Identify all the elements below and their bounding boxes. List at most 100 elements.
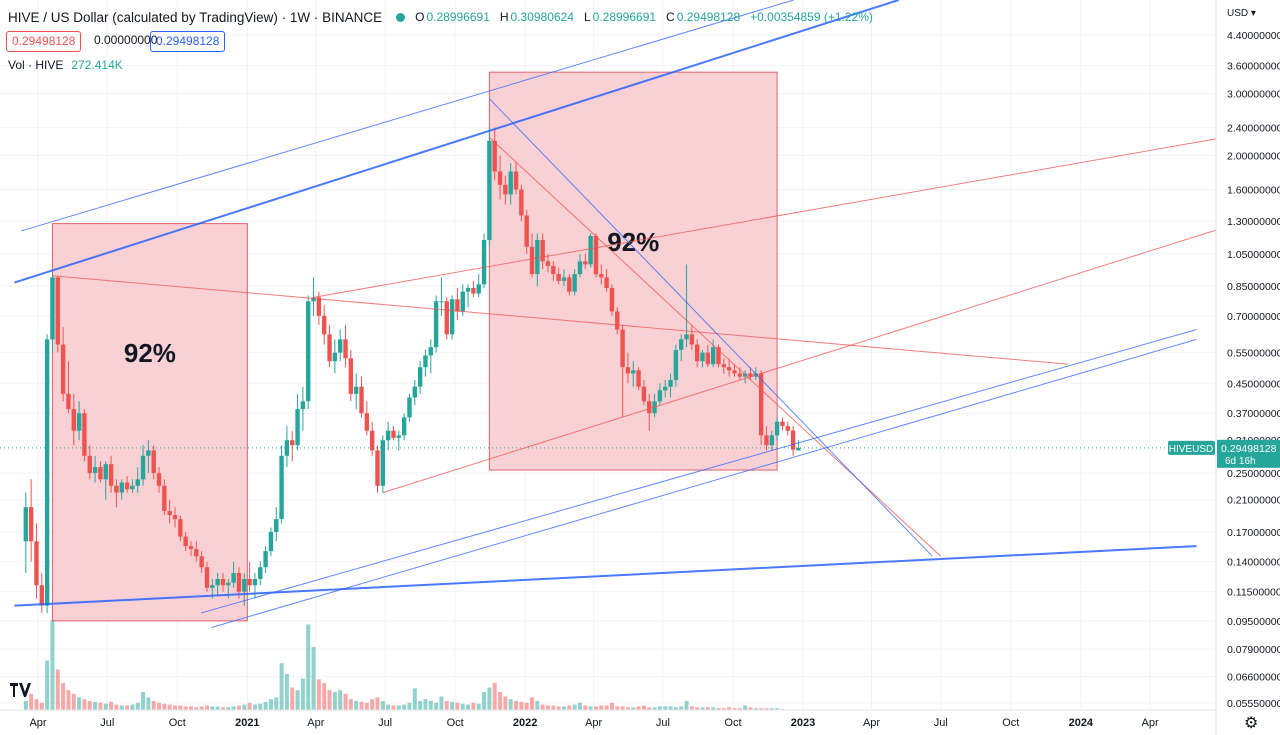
volume-legend[interactable]: Vol · HIVE 272.414K xyxy=(8,58,123,72)
volume-bar xyxy=(551,705,556,710)
volume-bar xyxy=(194,707,199,710)
volume-bar xyxy=(530,697,535,710)
volume-bar xyxy=(359,701,364,710)
y-tick-label: 2.00000000 xyxy=(1227,150,1280,162)
candle-body xyxy=(710,347,716,365)
price-axis[interactable]: USD ▾ 4.40000000 3.60000000 3.00000000 2.400… xyxy=(1215,0,1280,735)
volume-bar xyxy=(482,692,487,710)
volume-bar xyxy=(119,705,124,710)
volume-bar xyxy=(135,702,140,710)
volume-bar xyxy=(183,706,188,710)
candle-body xyxy=(604,277,609,288)
candle-body xyxy=(220,578,226,586)
candle-body xyxy=(428,347,433,356)
volume-bar xyxy=(295,690,300,710)
y-tick-label: 0.55000000 xyxy=(1227,348,1280,360)
volume-bar xyxy=(673,707,678,710)
volume-bar xyxy=(173,705,178,710)
volume-bar xyxy=(652,707,657,710)
trend-line xyxy=(14,545,1197,607)
volume-bar xyxy=(444,701,449,710)
symbol-title[interactable]: HIVE / US Dollar (calculated by TradingV… xyxy=(8,9,383,25)
volume-bar xyxy=(588,706,593,710)
candle-body xyxy=(412,386,417,398)
x-tick-label: 2024 xyxy=(1069,717,1094,729)
volume-bar xyxy=(423,699,428,710)
volume-bar xyxy=(753,708,758,710)
volume-bar xyxy=(519,701,524,710)
candle-body xyxy=(215,578,220,586)
candle-body xyxy=(55,277,60,345)
volume-bar xyxy=(583,705,588,710)
volume-bar xyxy=(87,701,92,710)
candle-body xyxy=(66,393,71,410)
volume-bar xyxy=(593,706,598,710)
y-tick-label: 0.07900000 xyxy=(1227,644,1280,656)
volume-bar xyxy=(61,683,66,710)
volume-bar xyxy=(199,706,204,710)
volume-bar xyxy=(375,697,380,710)
trend-line xyxy=(313,138,1217,298)
candle-body xyxy=(417,367,423,387)
candle-body xyxy=(204,567,210,588)
volume-bar xyxy=(178,705,183,710)
volume-bar xyxy=(684,701,689,710)
y-tick-label: 0.37000000 xyxy=(1227,408,1280,420)
volume-bar xyxy=(599,705,604,710)
candle-body xyxy=(380,440,386,486)
candle-body xyxy=(545,261,551,266)
y-tick-label: 2.40000000 xyxy=(1227,123,1280,135)
candle-body xyxy=(593,236,599,275)
candle-body xyxy=(343,339,348,359)
volume-bar xyxy=(546,705,550,710)
time-axis[interactable]: Apr Jul Oct 2021 Apr Jul Oct 2022 Apr Jul Oct 2023 A… xyxy=(0,709,1216,729)
settings-gear-icon[interactable]: ⚙ xyxy=(1244,715,1259,732)
x-tick-label: Jul xyxy=(934,717,948,729)
candle-body xyxy=(231,572,236,583)
volume-bar xyxy=(577,702,582,710)
sell-button[interactable]: 0.29498128 xyxy=(6,31,82,52)
trend-line xyxy=(211,338,1197,628)
candle-body xyxy=(721,364,727,368)
volume-bar xyxy=(471,702,476,710)
candle-body xyxy=(359,386,364,414)
volume-bar xyxy=(391,705,396,710)
volume-bar xyxy=(508,699,513,710)
candle-body xyxy=(487,140,492,240)
volume-bar xyxy=(711,707,716,710)
candle-body xyxy=(156,473,162,486)
candle-body xyxy=(423,355,428,368)
candle-body xyxy=(780,421,785,427)
candle-body xyxy=(663,386,668,391)
volume-bar xyxy=(514,701,519,710)
trend-line xyxy=(52,275,1068,365)
volume-bar xyxy=(764,708,769,710)
x-tick-label: 2022 xyxy=(513,717,537,729)
volume-bar xyxy=(402,704,407,710)
candle-body xyxy=(529,246,535,275)
volume-bar xyxy=(567,705,572,710)
buy-button[interactable]: 0.29498128 xyxy=(150,31,226,52)
candle-body xyxy=(684,334,689,340)
trend-lines[interactable] xyxy=(14,0,1217,628)
low-value: 0.28996691 xyxy=(592,10,657,24)
x-tick-label: Jul xyxy=(100,717,114,729)
volume-bar xyxy=(620,706,625,710)
volume-bar xyxy=(695,707,700,710)
x-tick-label: Apr xyxy=(29,717,46,729)
volume-bar xyxy=(45,660,50,710)
tradingview-logo-icon[interactable] xyxy=(10,683,32,700)
y-tick-label: 0.11500000 xyxy=(1227,587,1280,599)
candle-body xyxy=(588,236,593,265)
volume-bar xyxy=(705,707,710,710)
candle-body xyxy=(50,277,55,340)
candle-body xyxy=(178,519,183,537)
x-tick-label: Apr xyxy=(585,717,602,729)
candle-body xyxy=(274,519,279,533)
candle-body xyxy=(726,367,732,371)
volume-bar xyxy=(311,647,316,710)
volume-bar xyxy=(412,688,417,710)
candle-body xyxy=(172,515,178,520)
